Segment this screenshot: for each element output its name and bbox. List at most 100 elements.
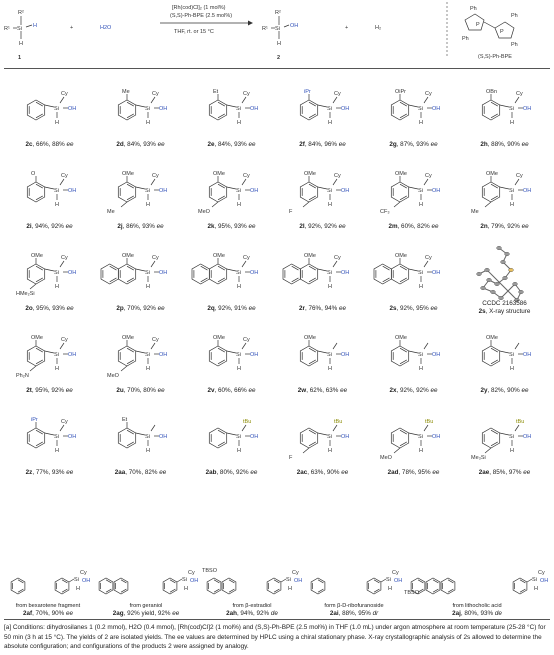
si-label: Si <box>386 577 391 583</box>
xray-ortep-image <box>476 245 524 303</box>
oh-label: OH <box>432 188 440 194</box>
structure: Si Cy OH H OMe Me <box>107 171 167 215</box>
product-id: 2q <box>207 305 215 312</box>
product-cell-2h: Si Cy OH H OBn 2h, 88%, 90% ee <box>459 76 550 157</box>
reactant-number: 1 <box>18 55 21 61</box>
product-structure-2ac: Si tBu OH H F <box>289 419 349 461</box>
substrate-scope-grid: Si Cy OH H 2c, 66%, 88% ee Si Cy OH H Me 2d, 84%, … <box>4 76 550 566</box>
si-label: Si <box>532 577 537 583</box>
product-cell-2y: Si OH H OMe 2y, 82%, 90% ee <box>459 322 550 403</box>
product-cell-2aa: Si OH H Et 2aa, 70%, 82% ee <box>95 404 186 485</box>
oh-label: OH <box>82 578 90 584</box>
product-structure-2t: Si Cy OH H OMe Ph₂N <box>16 335 76 379</box>
product-id: 2ai <box>329 610 339 617</box>
ligand-name: (S,S)-Ph-BPE <box>478 54 512 60</box>
oh-label: OH <box>250 434 258 440</box>
product-structure-2m: Si Cy OH H OMe CF₃ <box>380 171 440 215</box>
product-id: 2t <box>26 387 32 394</box>
natural-product-cell-2ah: Si Cy OH H TBSO from β-estradiol 2ah, 94%, 92%… <box>200 566 304 618</box>
product-id: 2ad <box>387 469 399 476</box>
h-label: H <box>328 448 332 454</box>
product-structure-2v: Si Cy OH H OMe <box>208 335 258 372</box>
product-label-2ac: 2ac, 63%, 90% ee <box>277 469 368 476</box>
oh-label: OH <box>159 106 167 112</box>
natural-product-source: from geraniol <box>129 603 163 609</box>
product-label-2e: 2e, 84%, 93% ee <box>186 141 277 148</box>
ortho-substituent: OMe <box>31 335 43 341</box>
para-substituent: Me₃Si <box>471 455 486 461</box>
product-structure-2e: Si Cy OH H Et <box>208 89 258 126</box>
para-substituent: MeO <box>380 455 393 461</box>
cy-label: Cy <box>243 91 250 97</box>
yield-ee: , 95%, 93% <box>32 305 67 312</box>
product-cell-2j: Si Cy OH H OMe Me 2j, 86%, 93% ee <box>95 158 186 239</box>
h-label: H <box>55 366 59 372</box>
product-label-2t: 2t, 95%, 92% ee <box>4 387 95 394</box>
structure: Si Cy OH H OMe HMe₂Si <box>16 253 76 297</box>
h-label-2: H <box>19 41 23 47</box>
h-label: H <box>328 284 332 290</box>
ee-tag: ee <box>521 141 529 148</box>
product-id: 2c <box>25 141 33 148</box>
product-id: 2f <box>299 141 305 148</box>
si-label: Si <box>54 188 59 194</box>
ee-tag: ee <box>250 469 258 476</box>
ortho-substituent: OMe <box>304 171 316 177</box>
cy-label: Cy <box>61 419 68 425</box>
solvent-line: THF, rt. or 15 °C <box>174 29 214 35</box>
yield-ee: , 86%, 93% <box>122 223 157 230</box>
cy-label: tBu <box>425 419 433 425</box>
product-id: 2h <box>480 141 488 148</box>
natural-product-source: from bexarotene fragment <box>15 603 81 609</box>
product-structure-2c: Si Cy OH H <box>26 91 76 126</box>
structure: Si Cy OH H OMe Ph₂N <box>16 335 76 379</box>
product-cell-2t: Si Cy OH H OMe Ph₂N 2t, 95%, 92% ee <box>4 322 95 403</box>
product-label-2ab: 2ab, 80%, 92% ee <box>186 469 277 476</box>
para-substituent: F <box>289 209 293 215</box>
xray-caption: 2s, X-ray structure <box>459 308 550 315</box>
product-number: 2 <box>277 55 280 61</box>
h-label: H <box>33 23 37 29</box>
si-label: Si <box>327 106 332 112</box>
yield-ee: , 60%, 66% <box>214 387 249 394</box>
r1-label: R¹ <box>4 26 10 32</box>
product-id: 2y <box>480 387 488 394</box>
product-label-2u: 2u, 70%, 80% ee <box>95 387 186 394</box>
product-id: 2i <box>26 223 32 230</box>
si-label: Si <box>17 26 22 32</box>
h-label: H <box>237 284 241 290</box>
product-structure-2n: Si Cy OH H OMe Me <box>471 171 531 215</box>
yield-ee: , 92%, 95% <box>396 305 431 312</box>
para-substituent: Me <box>107 209 115 215</box>
ee-tag: ee <box>157 305 165 312</box>
tbso-label: TBSO <box>202 568 218 574</box>
product-structure-2j: Si Cy OH H OMe Me <box>107 171 167 215</box>
ee-tag: ee <box>66 141 74 148</box>
si-label: Si <box>418 106 423 112</box>
structure: Si OH H Et <box>117 417 167 454</box>
h-label: H <box>146 284 150 290</box>
ortho-substituent: OMe <box>213 171 225 177</box>
yield-ee: , 76%, 94% <box>304 305 339 312</box>
ee-tag: ee <box>430 387 438 394</box>
structure: Si tBu OH H <box>208 419 258 454</box>
oh-label: OH <box>250 188 258 194</box>
h-label: H <box>328 120 332 126</box>
h-label: H <box>237 366 241 372</box>
product-cell-2o: Si Cy OH H OMe HMe₂Si 2o, 95%, 93% ee <box>4 240 95 321</box>
oh-label: OH <box>250 106 258 112</box>
oh-label: OH <box>294 578 302 584</box>
h-label: H <box>237 202 241 208</box>
oh-label: OH <box>190 578 198 584</box>
oh-label: OH <box>159 434 167 440</box>
product-cell-2k: Si Cy OH H OMe MeO 2k, 95%, 93% ee <box>186 158 277 239</box>
product-structure-2w: Si OH H OMe <box>299 335 349 372</box>
si-label: Si <box>182 577 187 583</box>
ortho-substituent: Me <box>122 89 130 95</box>
si-label: Si <box>54 270 59 276</box>
ee-tag: ee <box>248 141 256 148</box>
